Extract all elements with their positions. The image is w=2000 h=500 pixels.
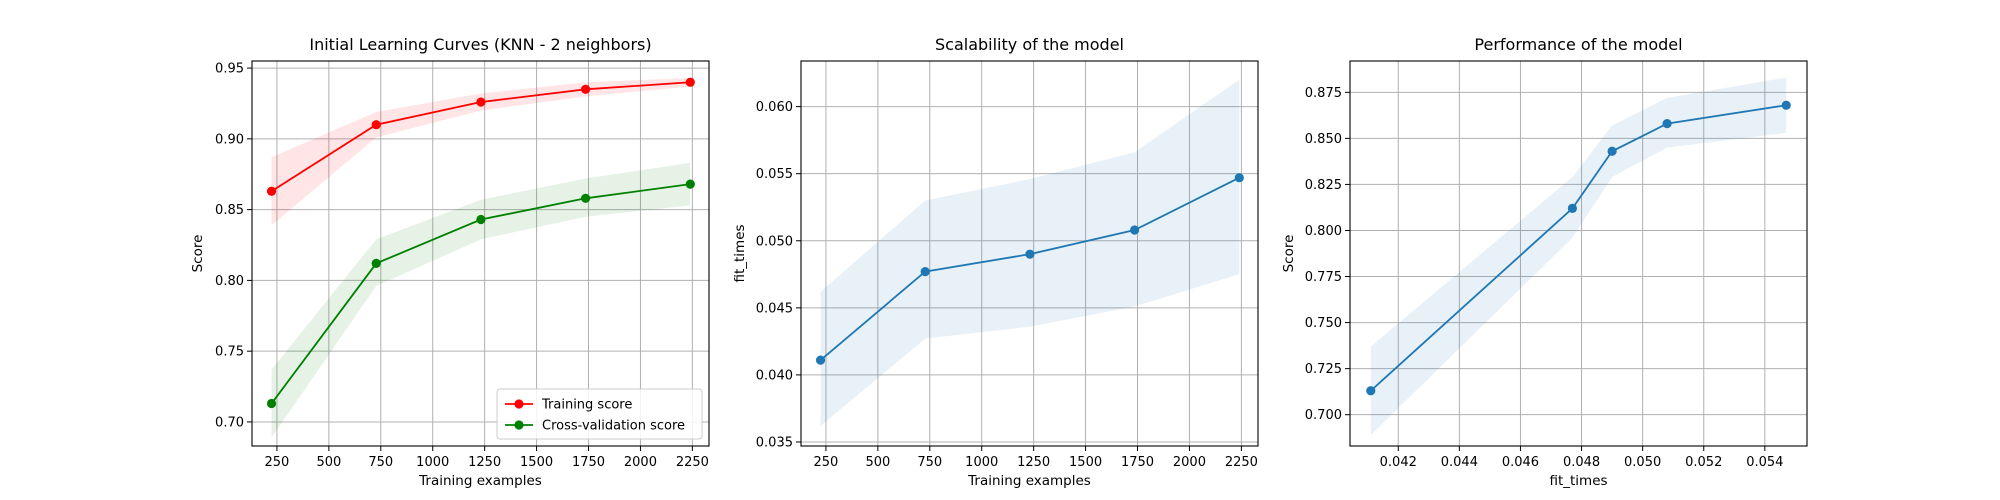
y-tick-label: 0.050 — [756, 234, 793, 249]
plot-frame — [1349, 60, 1808, 447]
y-tick-label: 0.725 — [1305, 362, 1342, 377]
x-tick-label: 0.044 — [1441, 455, 1478, 470]
x-tick-label: 500 — [316, 455, 341, 470]
plot-frame — [251, 60, 710, 447]
x-tick-label: 2250 — [676, 455, 709, 470]
y-tick-label: 0.80 — [215, 274, 244, 289]
plot-area — [252, 61, 709, 446]
series-0-point — [815, 355, 826, 365]
x-tick-label: 2000 — [624, 455, 657, 470]
x-tick-label: 0.042 — [1380, 455, 1417, 470]
x-tick-label: 1000 — [416, 455, 449, 470]
series-0-point — [1781, 100, 1791, 110]
x-tick-label: 0.046 — [1502, 455, 1539, 470]
chart-title: Scalability of the model — [935, 35, 1124, 54]
x-tick-label: 0.050 — [1624, 455, 1661, 470]
x-axis-label: Training examples — [418, 473, 542, 489]
x-tick-label: 1000 — [965, 455, 998, 470]
y-tick-label: 0.700 — [1305, 408, 1342, 423]
performance-chart: 0.042 0.044 0.046 0.048 0.050 0.052 0.054 0.700… — [1281, 35, 1808, 489]
y-tick-label: 0.060 — [756, 100, 793, 115]
x-tick-label: 0.048 — [1563, 455, 1600, 470]
series-1-point — [581, 193, 591, 203]
x-tick-label: 0.052 — [1685, 455, 1722, 470]
plot-area — [1350, 61, 1807, 446]
scalability-chart: 250 500 750 1000 1250 1500 1750 2000 2250 0.035 0.… — [732, 35, 1259, 489]
x-tick-label: 1750 — [1121, 455, 1154, 470]
series-0-point — [371, 120, 381, 130]
x-axis-label: fit_times — [1549, 473, 1607, 489]
y-tick-label: 0.850 — [1305, 132, 1342, 147]
y-tick-label: 0.95 — [215, 62, 244, 77]
y-tick-label: 0.035 — [756, 435, 793, 450]
y-tick-label: 0.90 — [215, 132, 244, 147]
series-0-band — [1370, 77, 1787, 435]
y-tick-label: 0.045 — [756, 301, 793, 316]
series-1-point — [266, 398, 277, 409]
x-tick-label: 1500 — [1069, 455, 1102, 470]
series-0-point — [476, 97, 486, 107]
series-0-point — [266, 186, 277, 196]
legend-label: Training score — [541, 398, 632, 413]
legend-label: Cross-validation score — [542, 419, 685, 434]
x-tick-label: 1500 — [520, 455, 553, 470]
legend-box — [496, 388, 703, 440]
x-tick-label: 1750 — [572, 455, 605, 470]
x-tick-label: 1250 — [468, 455, 501, 470]
x-tick-label: 250 — [265, 455, 290, 470]
x-tick-label: 500 — [865, 455, 890, 470]
series-0-point — [1025, 249, 1035, 259]
x-tick-label: 2000 — [1173, 455, 1206, 470]
series-0-point — [1567, 203, 1577, 213]
x-axis-label: Training examples — [967, 473, 1091, 489]
series-1-point — [476, 214, 486, 225]
series-0-point — [1130, 225, 1140, 235]
y-tick-label: 0.750 — [1305, 316, 1342, 331]
x-tick-label: 750 — [917, 455, 942, 470]
y-tick-label: 0.825 — [1305, 178, 1342, 193]
y-tick-label: 0.775 — [1305, 270, 1342, 285]
y-tick-label: 0.800 — [1305, 224, 1342, 239]
y-axis-label: Score — [1281, 235, 1297, 273]
legend: Training score Cross-validation score — [496, 388, 703, 440]
plot-frame — [800, 60, 1259, 447]
series-0-band — [271, 77, 691, 226]
series-0-point — [1234, 173, 1244, 183]
series-0-point — [581, 84, 591, 94]
series-1-point — [371, 258, 381, 269]
x-tick-label: 0.054 — [1746, 455, 1783, 470]
y-tick-label: 0.70 — [215, 415, 244, 430]
series-0-point — [920, 267, 930, 277]
chart-title: Performance of the model — [1474, 35, 1682, 54]
y-axis-label: Score — [190, 235, 206, 273]
legend-marker — [514, 420, 524, 430]
series-1-point — [685, 179, 695, 189]
chart-title: Initial Learning Curves (KNN - 2 neighbo… — [309, 35, 651, 54]
y-tick-label: 0.85 — [215, 203, 244, 218]
learning-curve-chart: 250 500 750 1000 1250 1500 1750 2000 2250 0.70 0.7… — [190, 35, 710, 489]
y-axis-label: fit_times — [732, 224, 748, 282]
legend-marker — [514, 399, 524, 409]
series-0-point — [685, 77, 695, 87]
y-tick-label: 0.875 — [1305, 86, 1342, 101]
x-tick-label: 1250 — [1017, 455, 1050, 470]
series-0-point — [1366, 386, 1376, 396]
y-tick-label: 0.75 — [215, 345, 244, 360]
series-0-point — [1662, 119, 1672, 129]
x-tick-label: 2250 — [1225, 455, 1258, 470]
x-tick-label: 750 — [368, 455, 393, 470]
y-tick-label: 0.040 — [756, 368, 793, 383]
series-0-point — [1607, 146, 1617, 156]
y-tick-label: 0.055 — [756, 167, 793, 182]
x-tick-label: 250 — [814, 455, 839, 470]
